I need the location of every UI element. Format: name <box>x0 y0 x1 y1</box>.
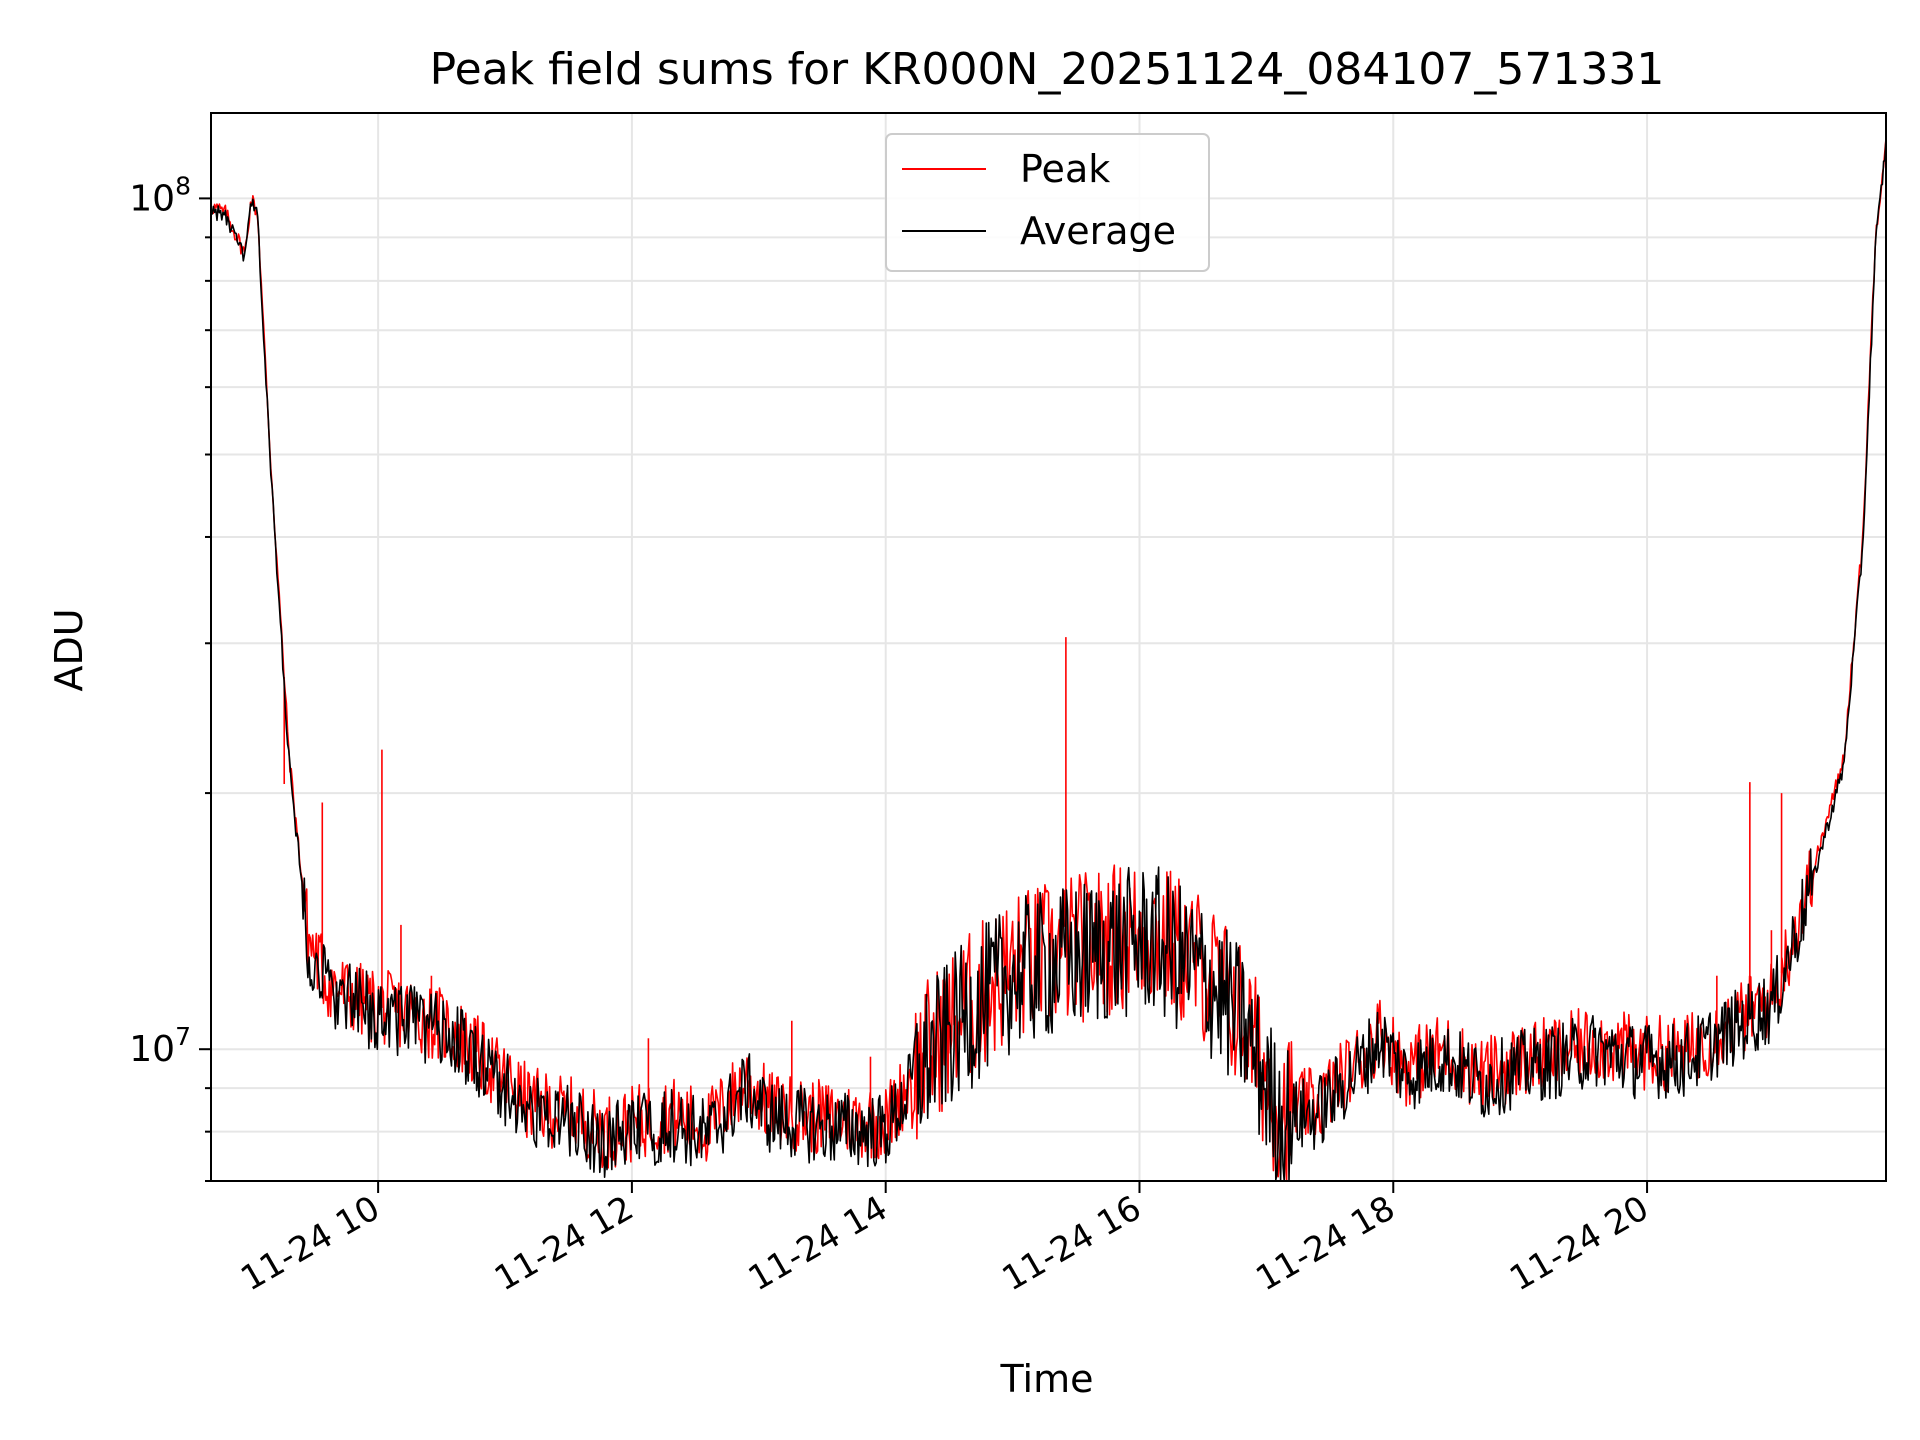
x-axis-label: Time <box>1000 1357 1094 1401</box>
legend-label-peak: Peak <box>1020 147 1110 191</box>
legend: Peak Average <box>885 133 1210 272</box>
y-tick-label: 108 <box>129 171 191 219</box>
y-axis-label: ADU <box>47 608 91 691</box>
series-line-average <box>210 138 1887 1182</box>
series-line-peak <box>210 138 1887 1182</box>
legend-label-average: Average <box>1020 209 1176 253</box>
plot-series <box>210 138 1887 1182</box>
y-tick-label: 107 <box>129 1022 191 1070</box>
plot-frame <box>210 112 1887 1182</box>
chart-title: Peak field sums for KR000N_20251124_0841… <box>430 44 1665 95</box>
